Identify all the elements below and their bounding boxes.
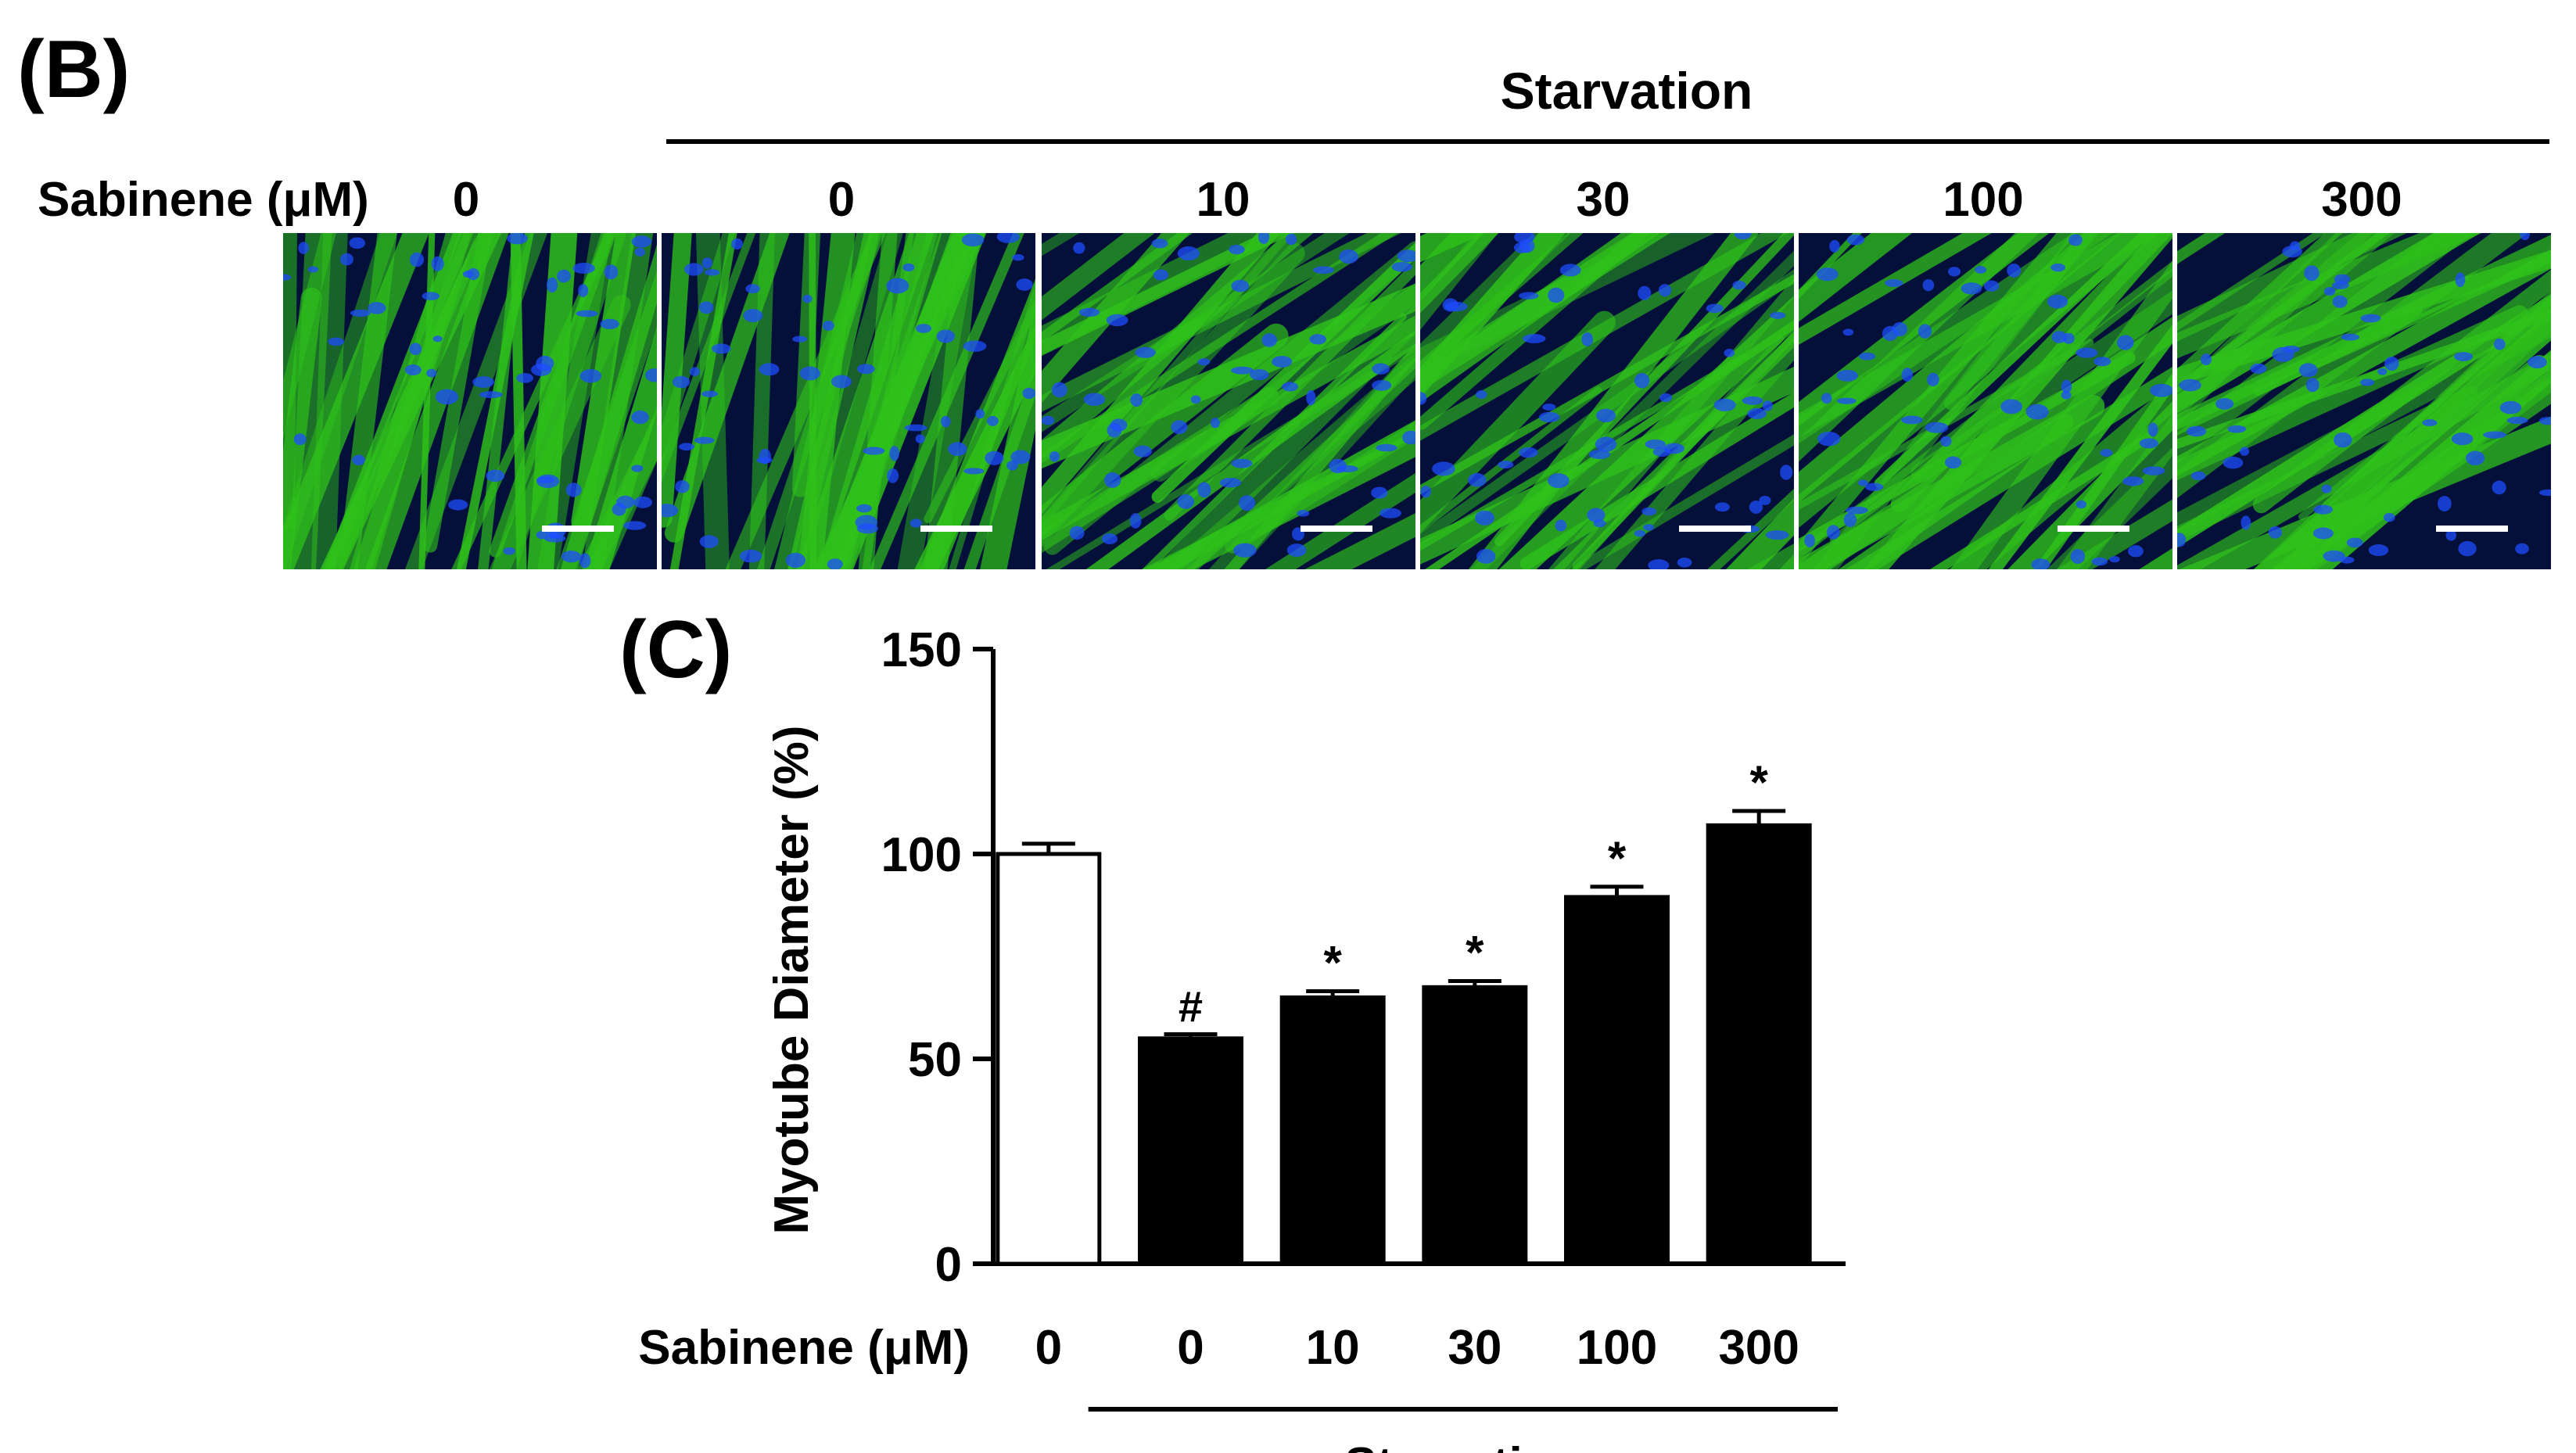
scale-bar: [1679, 526, 1751, 532]
bar: [996, 852, 1102, 1266]
x-tick-label: 30: [1448, 1321, 1501, 1375]
concentration-label: 300: [2321, 173, 2402, 227]
y-tick-label: 100: [881, 828, 962, 882]
panel-b-label: (B): [17, 24, 131, 115]
concentration-label: 10: [1196, 173, 1250, 227]
y-axis-label: Myotube Diameter (%): [765, 725, 819, 1234]
x-tick-label: 0: [1177, 1321, 1204, 1375]
significance-marker: *: [1749, 756, 1768, 809]
micrograph-image: [2177, 233, 2551, 569]
concentration-label: 0: [827, 173, 856, 227]
micrograph-texture: [1420, 233, 1794, 569]
micrograph-texture: [1799, 233, 2172, 569]
significance-marker: #: [1179, 982, 1203, 1031]
starvation-group-label: Starvation: [1344, 1438, 1581, 1453]
scale-bar: [1301, 526, 1372, 532]
micrograph-image: [662, 233, 1035, 569]
micrograph-image: [1420, 233, 1794, 569]
significance-marker: *: [1608, 832, 1627, 884]
starvation-group-label: Starvation: [1500, 62, 1753, 120]
panel-c-label: (C): [619, 605, 733, 695]
bar: [1422, 985, 1528, 1266]
y-tick-label: 0: [935, 1238, 962, 1292]
myotube-diameter-bar-chart: 0 50 100 150 Myotube Diameter (%) 0 #0 * 10 * 30 * 1…: [638, 623, 1846, 1453]
concentration-label: 30: [1576, 173, 1631, 227]
bar: [1138, 1036, 1243, 1266]
micrograph-texture: [283, 233, 657, 569]
x-tick-label: 100: [1577, 1321, 1657, 1375]
x-axis-label: Sabinene (μM): [638, 1321, 970, 1375]
y-tick-label: 50: [908, 1033, 962, 1087]
scale-bar: [920, 526, 992, 532]
significance-marker: *: [1466, 926, 1484, 978]
micrograph-image: [1799, 233, 2172, 569]
significance-marker: *: [1323, 937, 1342, 989]
bar: [1706, 823, 1812, 1266]
scale-bar: [542, 526, 614, 532]
x-tick-label: 300: [1718, 1321, 1799, 1375]
starvation-group-line: [666, 139, 2549, 144]
micrograph-texture: [662, 233, 1035, 569]
micrograph-image: [1042, 233, 1415, 569]
y-tick-label: 150: [881, 623, 962, 677]
micrograph-image: [283, 233, 657, 569]
micrograph-texture: [2177, 233, 2551, 569]
scale-bar: [2058, 526, 2129, 532]
x-tick-label: 10: [1306, 1321, 1360, 1375]
x-tick-label: 0: [1035, 1321, 1062, 1375]
scale-bar: [2436, 526, 2508, 532]
bar: [1564, 895, 1670, 1266]
concentration-label: 100: [1943, 173, 2024, 227]
concentration-label: 0: [452, 173, 480, 227]
bar: [1279, 995, 1386, 1266]
sabinene-axis-label: Sabinene (μM): [38, 173, 369, 227]
micrograph-texture: [1042, 233, 1415, 569]
